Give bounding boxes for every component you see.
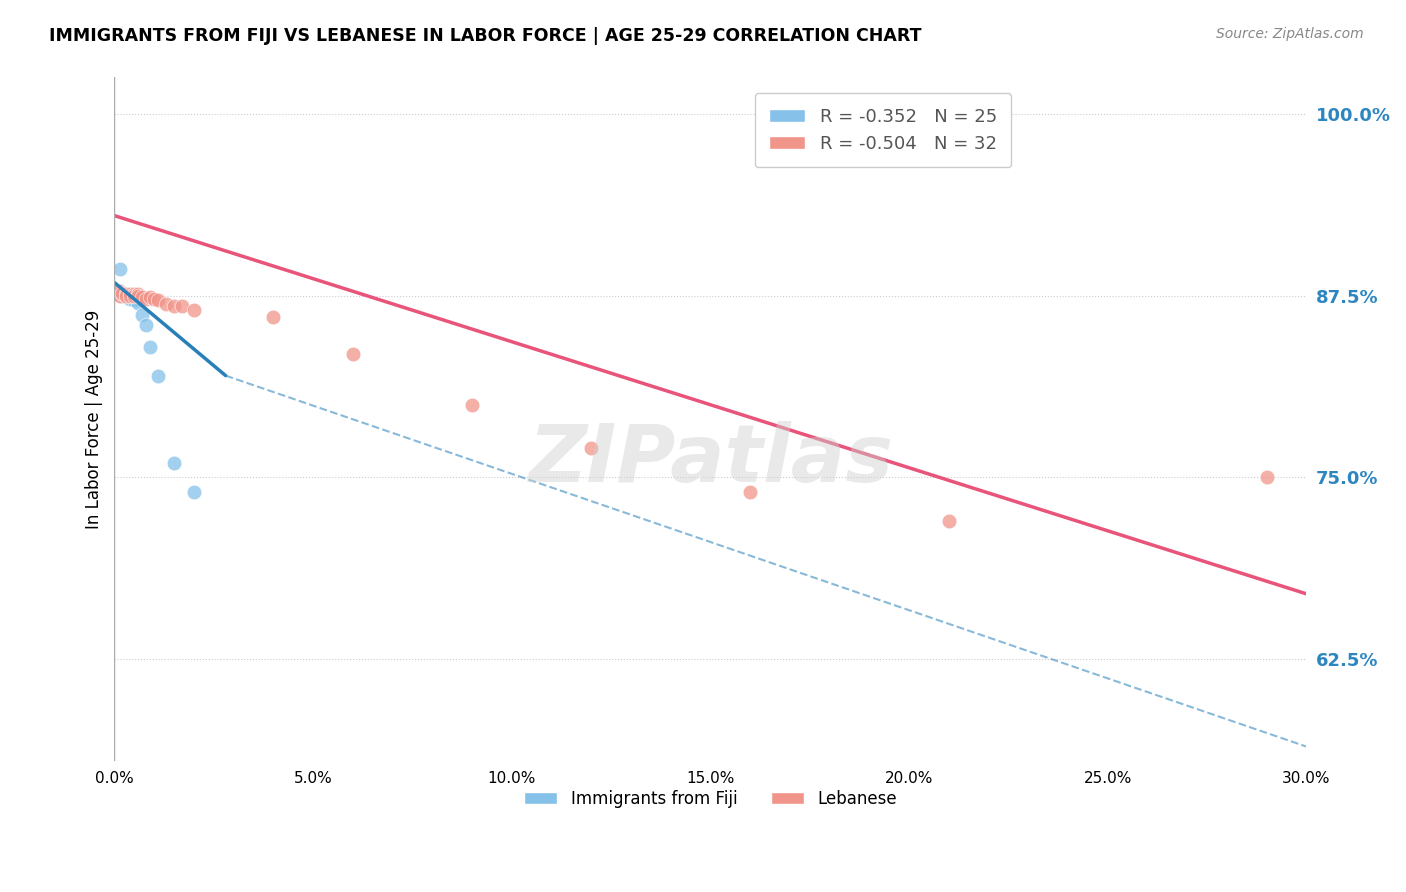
Point bbox=[124, 290, 146, 304]
Point bbox=[105, 285, 128, 299]
Point bbox=[131, 308, 153, 322]
Point bbox=[107, 285, 129, 299]
Point bbox=[111, 287, 134, 301]
Point bbox=[107, 287, 129, 301]
Point bbox=[139, 339, 162, 353]
Text: ZIPatlas: ZIPatlas bbox=[527, 421, 893, 500]
Point bbox=[115, 287, 138, 301]
Point bbox=[143, 292, 166, 306]
Point bbox=[120, 292, 142, 306]
Point bbox=[120, 288, 142, 302]
Point bbox=[105, 285, 128, 300]
Point bbox=[108, 285, 131, 299]
Point bbox=[120, 287, 142, 301]
Point bbox=[342, 347, 364, 361]
Point bbox=[111, 285, 134, 300]
Point bbox=[107, 287, 129, 301]
Point bbox=[115, 288, 138, 302]
Point bbox=[110, 262, 132, 277]
Point bbox=[139, 290, 162, 304]
Point bbox=[135, 318, 157, 332]
Point bbox=[120, 288, 142, 302]
Point bbox=[115, 290, 138, 304]
Point bbox=[111, 287, 134, 301]
Point bbox=[183, 303, 205, 318]
Point bbox=[163, 456, 186, 470]
Point bbox=[127, 287, 149, 301]
Point bbox=[135, 292, 157, 306]
Point bbox=[155, 297, 177, 311]
Point bbox=[108, 285, 131, 300]
Point bbox=[127, 296, 149, 310]
Point bbox=[107, 287, 129, 301]
Point bbox=[738, 485, 761, 500]
Text: IMMIGRANTS FROM FIJI VS LEBANESE IN LABOR FORCE | AGE 25-29 CORRELATION CHART: IMMIGRANTS FROM FIJI VS LEBANESE IN LABO… bbox=[49, 27, 922, 45]
Point bbox=[1256, 470, 1278, 484]
Point bbox=[183, 485, 205, 500]
Point bbox=[938, 514, 960, 528]
Point bbox=[262, 310, 284, 325]
Point bbox=[124, 293, 146, 307]
Point bbox=[163, 299, 186, 313]
Point bbox=[131, 290, 153, 304]
Point bbox=[111, 288, 134, 302]
Point bbox=[146, 368, 169, 383]
Point bbox=[115, 287, 138, 301]
Point bbox=[127, 288, 149, 302]
Point bbox=[124, 287, 146, 301]
Point bbox=[170, 299, 193, 313]
Y-axis label: In Labor Force | Age 25-29: In Labor Force | Age 25-29 bbox=[86, 310, 103, 529]
Legend: Immigrants from Fiji, Lebanese: Immigrants from Fiji, Lebanese bbox=[517, 783, 904, 814]
Text: Source: ZipAtlas.com: Source: ZipAtlas.com bbox=[1216, 27, 1364, 41]
Point bbox=[110, 288, 132, 302]
Point bbox=[124, 288, 146, 302]
Point bbox=[461, 398, 484, 412]
Point bbox=[146, 293, 169, 307]
Point bbox=[579, 442, 602, 456]
Point bbox=[111, 287, 134, 301]
Point bbox=[110, 285, 132, 299]
Point bbox=[115, 288, 138, 302]
Point bbox=[111, 285, 134, 300]
Point bbox=[107, 287, 129, 301]
Point bbox=[107, 285, 129, 300]
